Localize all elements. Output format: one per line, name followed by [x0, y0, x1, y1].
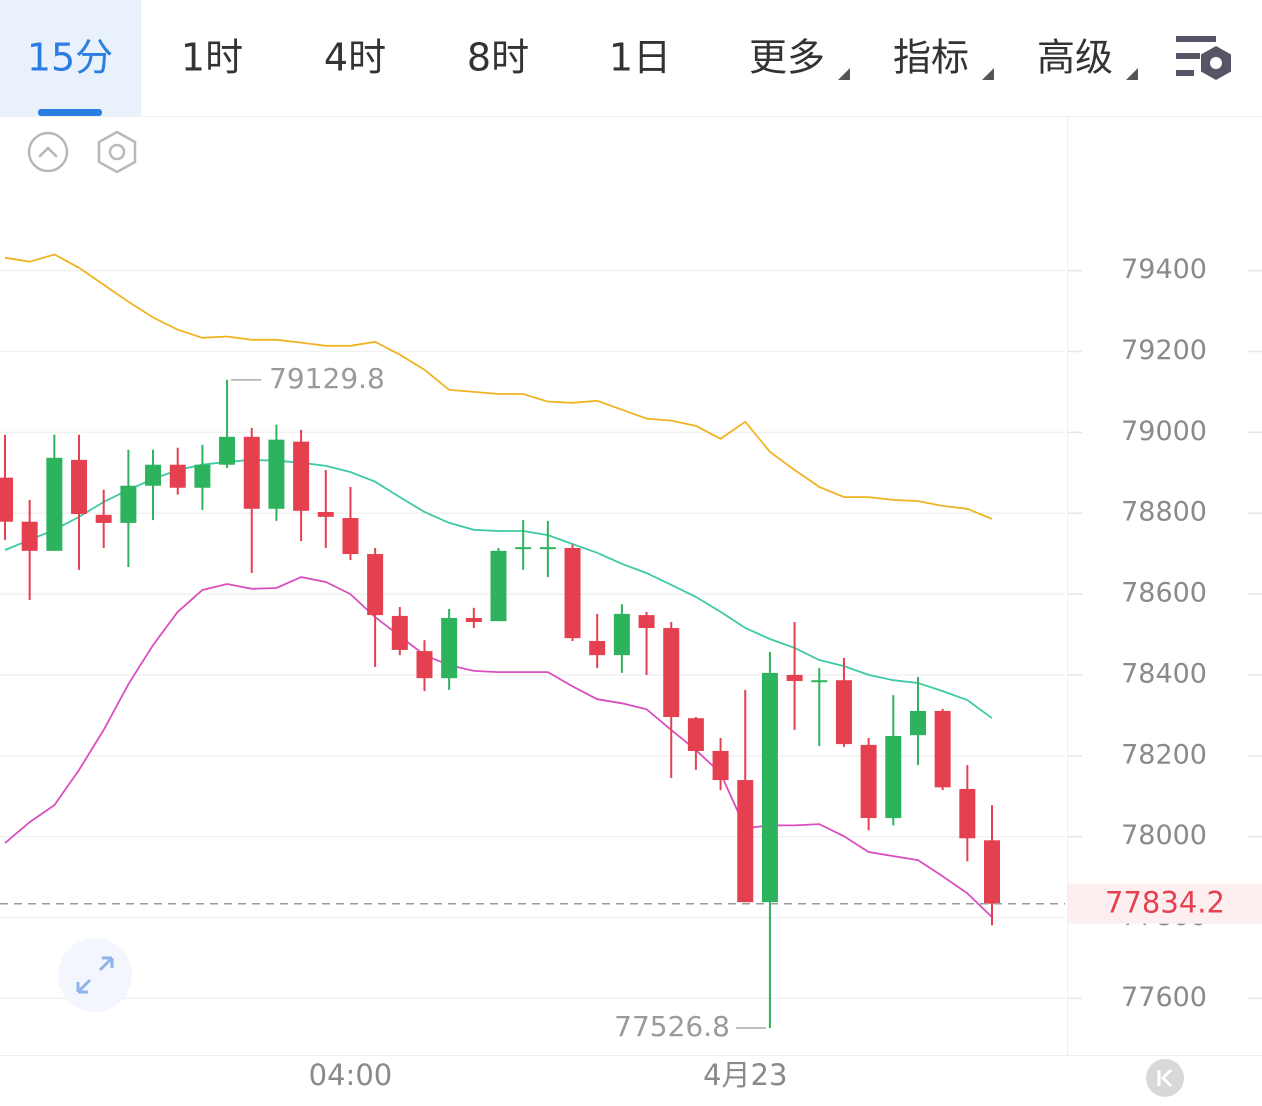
candle-body — [934, 710, 951, 788]
active-tab-bg — [0, 0, 141, 116]
candle-body — [268, 439, 285, 509]
dropdown-caret — [838, 68, 850, 80]
candle-body — [95, 514, 112, 523]
candle-body — [984, 840, 1000, 904]
candle-body — [21, 521, 38, 551]
y-tick-label: 78800 — [1121, 497, 1207, 528]
max-label: 79129.8 — [269, 362, 385, 395]
candle-body — [663, 628, 680, 717]
candle-body — [959, 788, 976, 839]
candle-body — [564, 547, 581, 639]
x-tick-label: 04:00 — [309, 1058, 393, 1092]
candle-body — [761, 672, 778, 903]
candle-body — [367, 554, 384, 616]
candle-body — [712, 750, 729, 781]
active-tab-indicator — [38, 109, 102, 116]
candle-body — [219, 436, 236, 465]
candle-body — [909, 710, 926, 736]
candle-body — [0, 477, 13, 522]
candle-body — [465, 617, 482, 622]
min-label: 77526.8 — [614, 1010, 730, 1043]
tab[interactable]: 15分 — [27, 36, 113, 80]
candle-body — [490, 550, 507, 622]
candle-body — [342, 518, 359, 555]
x-tick-label: 4月23 — [703, 1058, 787, 1092]
fullscreen-button[interactable] — [58, 938, 132, 1012]
y-tick-label: 79400 — [1121, 254, 1207, 285]
candle-body — [169, 464, 186, 488]
candle-body — [71, 459, 88, 515]
candle-body — [317, 512, 334, 517]
last-price-label: 77834.2 — [1105, 886, 1225, 920]
y-tick-label: 79200 — [1121, 335, 1207, 366]
tab-bar: 15分 1时 4时 8时 1日 更多 指标 高级 — [27, 36, 1113, 80]
candle-body — [885, 735, 902, 819]
tab[interactable]: 高级 — [1037, 36, 1113, 80]
tab[interactable]: 1时 — [181, 36, 243, 80]
tab[interactable]: 8时 — [467, 36, 529, 80]
candle-body — [416, 651, 433, 679]
dropdown-caret — [1126, 68, 1138, 80]
candle-body — [120, 485, 137, 523]
y-tick-label: 78600 — [1121, 578, 1207, 609]
tab[interactable]: 指标 — [893, 36, 969, 80]
band-line — [4, 253, 993, 520]
y-tick-label: 78000 — [1121, 820, 1207, 851]
candle-body — [687, 718, 704, 751]
y-tick-label: 78200 — [1121, 739, 1207, 770]
candle-body — [786, 674, 803, 682]
candle-body — [46, 457, 63, 551]
candle-body — [391, 615, 408, 650]
candle-body — [860, 744, 877, 819]
candle-body — [515, 547, 532, 550]
settings-icon[interactable] — [1176, 36, 1231, 80]
candle-body — [194, 464, 211, 488]
candle-body — [441, 617, 458, 679]
candle-body — [539, 547, 556, 550]
last-price-tag — [1068, 883, 1262, 924]
candle-body — [638, 615, 655, 629]
candle-body — [811, 680, 828, 683]
collapse-button[interactable] — [27, 131, 69, 173]
candle-body — [243, 436, 260, 509]
y-tick-label: 79000 — [1121, 416, 1207, 447]
candle-body — [145, 464, 162, 486]
candle-body — [293, 441, 310, 511]
candle-body — [613, 613, 630, 656]
scroll-to-end-button[interactable] — [1146, 1059, 1184, 1097]
candle-body — [835, 680, 852, 745]
y-tick-label: 78400 — [1121, 658, 1207, 689]
dropdown-caret — [982, 68, 994, 80]
candle-body — [737, 780, 754, 903]
band-line — [4, 576, 993, 918]
y-tick-label: 77600 — [1121, 982, 1207, 1013]
candle-body — [589, 640, 606, 656]
chart-settings-button[interactable] — [97, 130, 137, 174]
plot: 7760077800780007820078400786007880079000… — [0, 253, 1262, 1092]
tab[interactable]: 更多 — [749, 36, 825, 80]
band-line — [4, 458, 993, 719]
tab[interactable]: 4时 — [324, 36, 386, 80]
tab[interactable]: 1日 — [609, 36, 671, 80]
